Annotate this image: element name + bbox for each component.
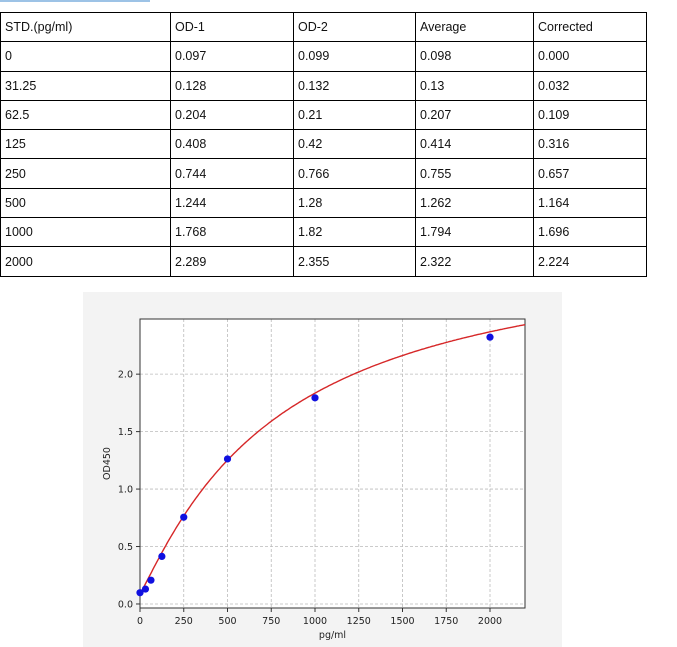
table-cell: 0.755 (415, 158, 534, 189)
y-tick-label: 0.0 (118, 599, 133, 610)
y-tick-label: 2.0 (118, 370, 133, 381)
table-cell: 0.099 (293, 41, 416, 72)
x-tick-label: 500 (218, 616, 236, 627)
y-tick-label: 1.5 (118, 427, 133, 438)
table-cell: 1.28 (293, 187, 416, 219)
x-tick-label: 0 (137, 616, 143, 627)
table-cell: 2.322 (415, 246, 534, 277)
table-cell: 1000 (0, 217, 171, 248)
table-cell: 2.289 (170, 246, 294, 277)
table-cell: 0.316 (533, 129, 647, 160)
column-header: Average (415, 11, 534, 43)
table-cell: 250 (0, 158, 171, 189)
table-row: 1000 1.768 1.82 1.794 1.696 (0, 217, 647, 248)
table-cell: 0 (0, 41, 171, 72)
data-point (486, 333, 494, 341)
y-axis-label: OD450 (102, 447, 113, 480)
x-tick-label: 1250 (347, 616, 371, 627)
table-cell: 1.768 (170, 217, 294, 248)
data-point (180, 513, 188, 521)
table-cell: 0.207 (415, 99, 534, 131)
y-tick-label: 0.5 (118, 542, 133, 553)
table-cell: 2.224 (533, 246, 647, 277)
x-axis-label: pg/ml (319, 630, 346, 641)
data-point (141, 585, 150, 593)
table-cell: 0.204 (170, 99, 294, 131)
data-point (136, 589, 144, 597)
table-cell: 0.21 (293, 99, 416, 131)
fit-curve (139, 324, 526, 594)
plot-area (140, 319, 525, 608)
data-point (147, 576, 155, 584)
table-cell: 2.355 (293, 246, 416, 277)
table-row: 0 0.097 0.099 0.098 0.000 (0, 41, 647, 72)
table-row: 250 0.744 0.766 0.755 0.657 (0, 158, 647, 189)
table-cell: 0.744 (170, 158, 294, 189)
table-cell: 1.164 (533, 187, 647, 219)
table-cell: 0.657 (533, 158, 647, 189)
x-tick-label: 2000 (478, 616, 502, 627)
header-row: STD.(pg/ml) OD-1 OD-2 Average Corrected (0, 11, 647, 43)
x-tick-label: 1000 (303, 616, 327, 627)
table-cell: 0.128 (170, 70, 294, 101)
table-row: 2000 2.289 2.355 2.322 2.224 (0, 246, 647, 277)
table-cell: 2000 (0, 246, 171, 277)
column-header: OD-1 (170, 11, 294, 43)
x-tick-label: 750 (262, 616, 280, 627)
data-point (158, 552, 166, 561)
y-tick-label: 1.0 (118, 485, 133, 496)
x-tick-label: 250 (175, 616, 193, 627)
top-divider (0, 0, 150, 2)
plot-frame (139, 318, 526, 609)
column-header: OD-2 (293, 11, 416, 43)
column-header: Corrected (533, 11, 647, 43)
table-cell: 1.794 (415, 217, 534, 248)
table-row: 500 1.244 1.28 1.262 1.164 (0, 187, 647, 219)
data-point (311, 394, 319, 402)
table-cell: 0.132 (293, 70, 416, 101)
table-cell: 1.696 (533, 217, 647, 248)
table-cell: 0.097 (170, 41, 294, 72)
table-row: 31.25 0.128 0.132 0.13 0.032 (0, 70, 647, 101)
table-cell: 0.109 (533, 99, 647, 131)
table-row: 62.5 0.204 0.21 0.207 0.109 (0, 99, 647, 131)
standard-curve-table: STD.(pg/ml) OD-1 OD-2 Average Corrected 0 0.09… (0, 11, 647, 277)
column-header: STD.(pg/ml) (0, 11, 171, 43)
x-tick-label: 1500 (390, 616, 414, 627)
x-tick-label: 1750 (434, 616, 458, 627)
data-point (223, 455, 232, 463)
